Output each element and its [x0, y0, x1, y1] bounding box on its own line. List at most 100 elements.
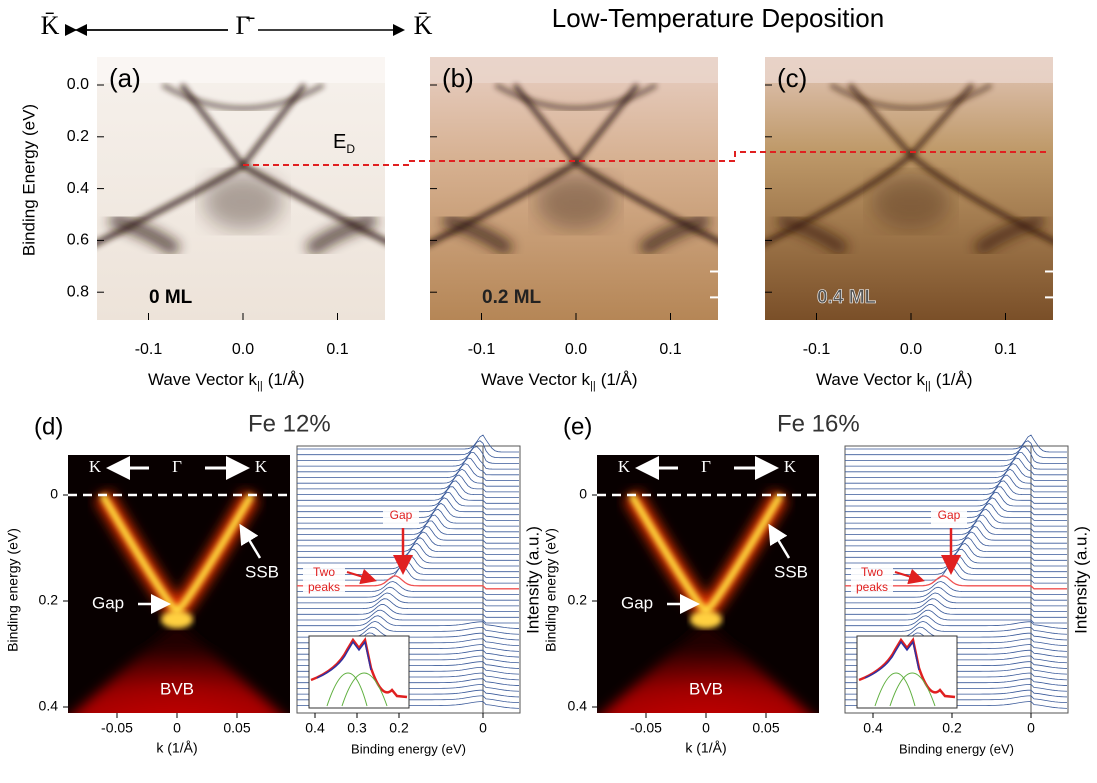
y-tick-label: 0.6: [67, 232, 89, 249]
arpes-panel: [760, 57, 1062, 320]
x-tick-label: 0.4: [863, 720, 883, 736]
gamma: Γ: [172, 457, 182, 476]
arpes-hot-panel: [33, 455, 321, 749]
x-tick-label: 0.05: [223, 720, 250, 736]
x-axis-label: Wave Vector k|| (1/Å): [816, 370, 973, 391]
gap-spot: [161, 611, 193, 629]
x-axis-label: Binding energy (eV): [899, 741, 1014, 756]
ssb-label: SSB: [774, 562, 808, 581]
x-tick-label: 0.0: [232, 341, 254, 358]
x-tick-label: 0.2: [942, 720, 962, 736]
x-axis-label-part: (1/Å): [936, 370, 973, 389]
y-tick-label: 0.2: [67, 128, 89, 145]
k-right: K: [784, 457, 797, 476]
y-axis-label: Binding energy (eV): [543, 528, 559, 652]
y-tick-label: 0: [50, 486, 58, 502]
k-bar-right: K̄: [414, 11, 433, 40]
two-peaks-label: Two: [861, 565, 883, 579]
arpes-panel: [92, 57, 394, 320]
x-tick-label: 0.4: [305, 720, 325, 736]
bulk-band: [536, 174, 616, 230]
coverage-label: 0.4 ML: [817, 287, 877, 308]
x-tick-label: 0.0: [565, 341, 587, 358]
x-tick-label: 0.1: [994, 341, 1016, 358]
y-tick-label: 0.4: [568, 698, 588, 714]
x-tick-label: -0.1: [803, 341, 831, 358]
x-axis-label-part: ||: [257, 380, 263, 392]
dirac-label-sub: D: [346, 142, 355, 156]
panel-title: Fe 12%: [248, 410, 331, 437]
panel-label: (d): [34, 413, 63, 440]
panel-label: (c): [777, 63, 807, 93]
gamma: Γ: [701, 457, 711, 476]
k-right: K: [255, 457, 268, 476]
y-axis-label: Binding Energy (eV): [19, 104, 38, 256]
y-tick-label: 0: [579, 486, 587, 502]
k-bar-left: K̄: [41, 11, 60, 40]
x-tick-label: -0.05: [630, 720, 662, 736]
bvb-label: BVB: [160, 679, 194, 698]
x-axis-label: Wave Vector k|| (1/Å): [481, 370, 638, 391]
figure-title: Low-Temperature Deposition: [552, 3, 884, 33]
dirac-label-main: E: [333, 131, 346, 153]
x-tick-label: 0.1: [326, 341, 348, 358]
x-axis-label-part: Wave Vector k: [816, 370, 925, 389]
x-axis-label-part: ||: [590, 380, 596, 392]
x-tick-label: 0.1: [659, 341, 681, 358]
ssb-label: SSB: [245, 562, 279, 581]
y-axis-label: Intensity (a.u.): [523, 526, 542, 634]
gap-label: Gap: [92, 593, 124, 612]
x-axis-label-part: Wave Vector k: [148, 370, 257, 389]
x-tick-label: -0.1: [468, 341, 496, 358]
x-tick-label: 0: [479, 720, 487, 736]
figure: K̄ Γ̄ K̄ Low-Temperature Deposition Bind…: [0, 0, 1097, 783]
y-tick-label: 0.8: [67, 283, 89, 300]
x-axis-label-part: ||: [925, 380, 931, 392]
x-axis-label: k (1/Å): [156, 740, 197, 756]
y-tick-label: 0.2: [568, 592, 588, 608]
y-axis-label: Binding energy (eV): [5, 528, 21, 652]
y-tick-label: 0.4: [39, 698, 59, 714]
edc-gap-label: Gap: [938, 508, 961, 522]
bulk-band: [203, 174, 283, 230]
gap-label: Gap: [621, 593, 653, 612]
coverage-label: 0 ML: [149, 287, 193, 308]
x-tick-label: 0.3: [347, 720, 367, 736]
x-axis-label-part: Wave Vector k: [481, 370, 590, 389]
panel-label: (a): [109, 63, 141, 93]
x-axis-label: Binding energy (eV): [351, 741, 466, 756]
x-tick-label: 0: [173, 720, 181, 736]
edc-gap-label: Gap: [390, 508, 413, 522]
k-left: K: [618, 457, 631, 476]
arpes-hot-panel: [562, 455, 850, 749]
fermi-cut: [765, 57, 1053, 83]
y-tick-label: 0.2: [39, 592, 59, 608]
x-tick-label: 0: [1027, 720, 1035, 736]
y-tick-label: 0.0: [67, 76, 89, 93]
x-tick-label: -0.05: [101, 720, 133, 736]
panel-label: (e): [563, 413, 592, 440]
x-tick-label: 0: [702, 720, 710, 736]
x-tick-label: 0.05: [752, 720, 779, 736]
panels: (a) 0 ML 0.0 0.2 0.4 0.6 0.8 -0.1 0.0 0.1 Wave Vec…: [5, 57, 1091, 756]
x-axis-label-part: (1/Å): [268, 370, 305, 389]
x-tick-label: -0.1: [135, 341, 163, 358]
two-peaks-label: peaks: [856, 580, 888, 594]
y-axis-label: Intensity (a.u.): [1071, 526, 1090, 634]
x-axis-label-part: (1/Å): [601, 370, 638, 389]
panel-title: Fe 16%: [777, 410, 860, 437]
bvb-label: BVB: [689, 679, 723, 698]
x-axis-label: k (1/Å): [685, 740, 726, 756]
coverage-label: 0.2 ML: [482, 287, 542, 308]
two-peaks-label: peaks: [308, 580, 340, 594]
gamma-bar: Γ̄: [235, 11, 254, 40]
two-peaks-label: Two: [313, 565, 335, 579]
panel-label: (b): [442, 63, 474, 93]
x-tick-label: 0.0: [900, 341, 922, 358]
x-tick-label: 0.2: [389, 720, 409, 736]
k-left: K: [89, 457, 102, 476]
bulk-band: [871, 174, 951, 230]
x-axis-label: Wave Vector k|| (1/Å): [148, 370, 305, 391]
gap-spot: [690, 611, 722, 629]
arpes-panel: [425, 57, 727, 320]
